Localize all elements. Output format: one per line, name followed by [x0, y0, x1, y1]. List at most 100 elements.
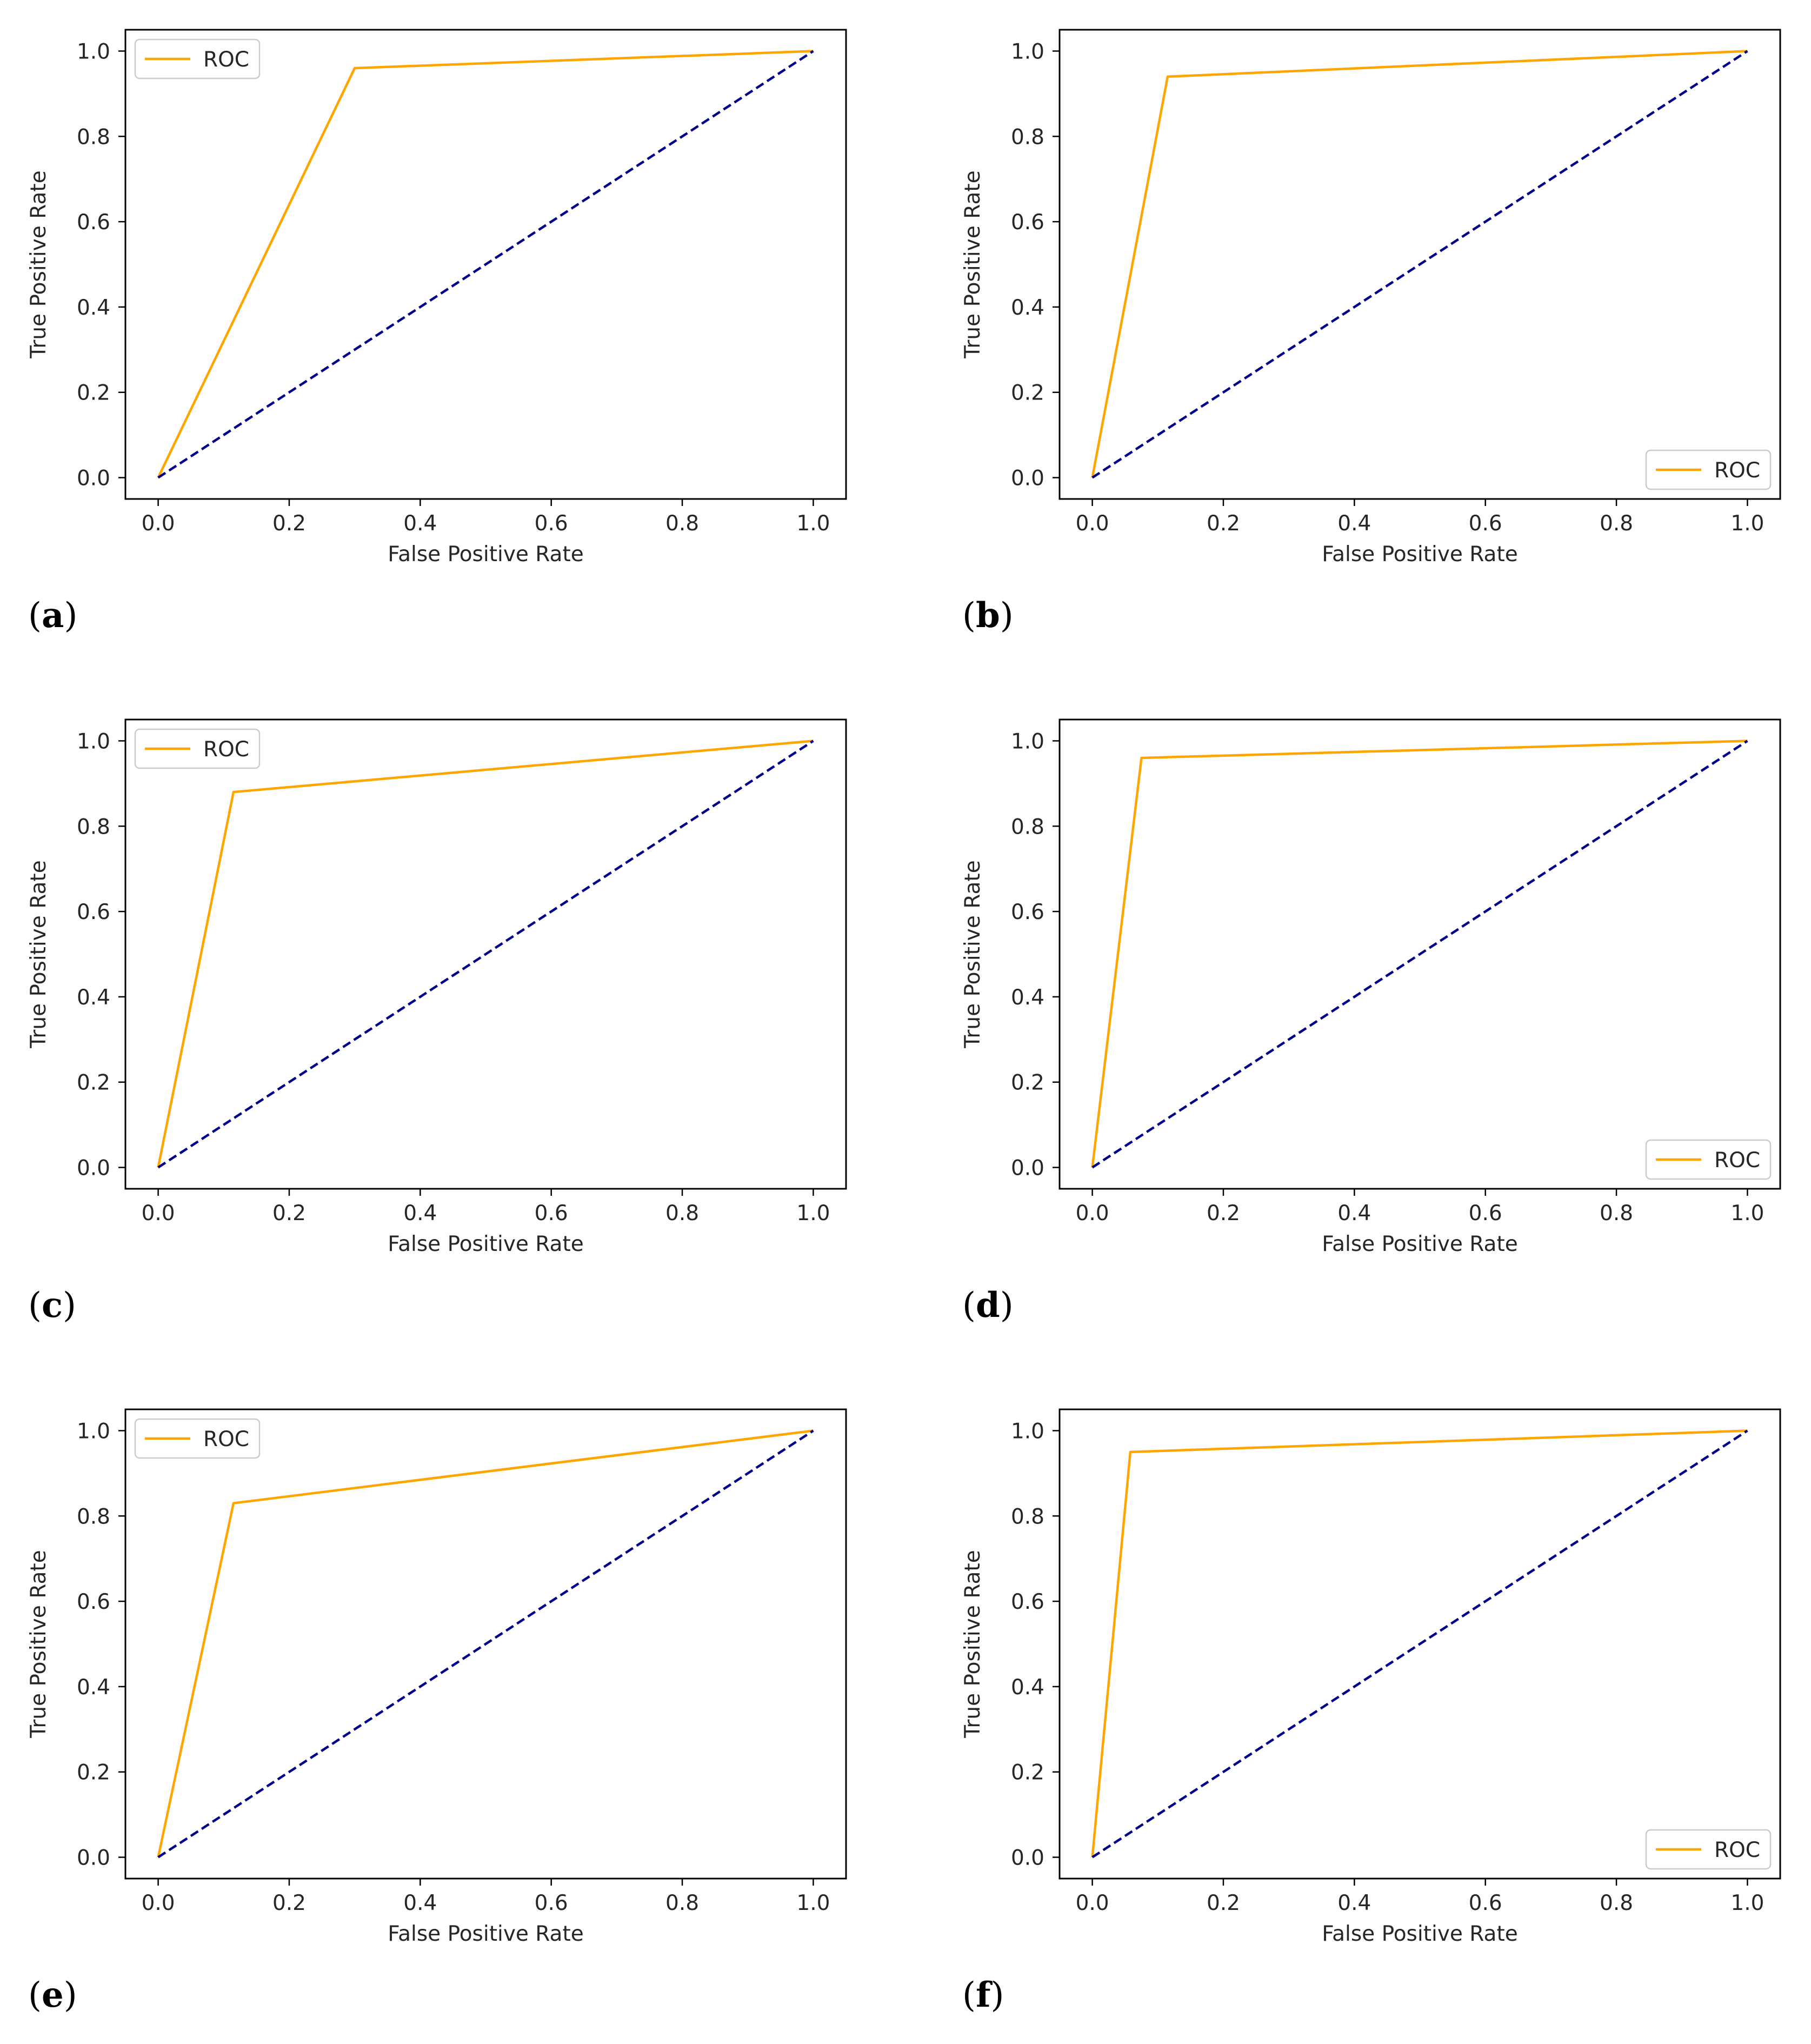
panel-b-y-tick-label: 0.0	[1011, 467, 1044, 491]
panel-a-axes-frame	[124, 29, 847, 500]
panel-b-y-tick-label: 1.0	[1011, 39, 1044, 64]
panel-d-y-tick-label: 0.4	[1011, 986, 1044, 1010]
panel-d-x-axis-label: False Positive Rate	[1322, 1232, 1517, 1256]
panel-b-roc-curve	[1091, 50, 1748, 478]
panel-e-x-tick-label: 0.0	[142, 1891, 175, 1915]
panel-d-legend-box	[1645, 1139, 1772, 1180]
panel-e-x-axis-label: False Positive Rate	[388, 1922, 583, 1946]
panel-d-x-tick-label: 0.4	[1337, 1201, 1371, 1226]
panel-d-caption: (d)	[962, 1285, 1014, 1326]
panel-c-y-tick-label: 1.0	[77, 729, 110, 754]
panel-a-diagonal-reference-line	[157, 50, 814, 479]
panel-c-y-axis-label: True Positive Rate	[26, 860, 51, 1048]
panel-d-x-tick-label: 0.0	[1076, 1201, 1109, 1226]
panel-c-axes-frame	[124, 718, 847, 1190]
panel-c-x-tick-label: 0.0	[142, 1201, 175, 1226]
panel-c-legend-box	[134, 728, 261, 769]
panel-c: 0.0 0.2 0.4 0.6 0.8 1.0 0.0 0.2 0.4 0.6 0.8 1.0 Fals…	[26, 718, 847, 1326]
panel-e-x-tick-label: 0.8	[665, 1891, 699, 1915]
panel-c-caption: (c)	[28, 1285, 76, 1326]
panel-c-diagonal-reference-line	[157, 740, 814, 1169]
panel-c-legend: ROC	[134, 728, 261, 769]
panel-a-x-tick-label: 0.8	[665, 511, 699, 536]
panel-b-axes-frame	[1058, 29, 1781, 500]
panel-f-x-axis-label: False Positive Rate	[1322, 1922, 1517, 1946]
panel-e: 0.0 0.2 0.4 0.6 0.8 1.0 0.0 0.2 0.4 0.6 0.8 1.0 Fals…	[26, 1408, 847, 2015]
panel-a-y-tick-label: 0.4	[77, 296, 110, 320]
panel-b-y-tick-label: 0.4	[1011, 296, 1044, 320]
panel-e-x-tick-label: 0.2	[272, 1891, 306, 1915]
panel-a-x-tick-label: 0.2	[272, 511, 306, 536]
panel-f-x-tick-label: 0.8	[1600, 1891, 1633, 1915]
panel-e-legend-box	[134, 1418, 261, 1459]
panel-a-legend: ROC	[134, 38, 261, 79]
panel-f-x-tick-label: 0.2	[1207, 1891, 1240, 1915]
panel-f-y-tick-label: 0.6	[1011, 1590, 1044, 1614]
panel-c-y-tick-label: 0.6	[77, 900, 110, 924]
panel-f-legend-label: ROC	[1714, 1838, 1760, 1862]
panel-e-y-tick-label: 0.2	[77, 1761, 110, 1785]
panel-b-x-tick-label: 0.0	[1076, 511, 1109, 536]
panel-d-roc-curve	[1091, 740, 1748, 1168]
panel-d-diagonal-reference-line	[1091, 740, 1748, 1169]
panel-a: 0.0 0.2 0.4 0.6 0.8 1.0 0.0 0.2 0.4 0.6 0.8 1.0 Fals…	[26, 29, 847, 636]
panel-f-axes-frame	[1058, 1408, 1781, 1880]
panel-b-x-axis-label: False Positive Rate	[1322, 542, 1517, 567]
panel-c-x-axis-label: False Positive Rate	[388, 1232, 583, 1256]
panel-a-x-tick-label: 0.0	[142, 511, 175, 536]
panel-d-y-tick-label: 0.6	[1011, 900, 1044, 924]
panel-b-y-axis-label: True Positive Rate	[961, 170, 985, 358]
panel-c-roc-curve	[157, 740, 814, 1168]
panel-a-x-tick-label: 0.6	[535, 511, 568, 536]
panel-a-x-tick-label: 1.0	[796, 511, 830, 536]
panel-e-y-tick-label: 0.8	[77, 1504, 110, 1529]
panel-d: 0.0 0.2 0.4 0.6 0.8 1.0 0.0 0.2 0.4 0.6 0.8 1.0 Fals…	[961, 718, 1781, 1326]
panel-d-y-tick-label: 1.0	[1011, 729, 1044, 754]
panel-a-y-tick-label: 0.6	[77, 210, 110, 235]
panel-b-legend-box	[1645, 449, 1772, 490]
panel-e-x-tick-label: 1.0	[796, 1891, 830, 1915]
panel-d-x-tick-label: 1.0	[1730, 1201, 1764, 1226]
panel-e-axes-frame	[124, 1408, 847, 1880]
panel-f-caption: (f)	[962, 1975, 1004, 2015]
panel-b-legend: ROC	[1645, 449, 1772, 490]
panel-b: 0.0 0.2 0.4 0.6 0.8 1.0 0.0 0.2 0.4 0.6 0.8 1.0 Fals…	[961, 29, 1781, 636]
panel-b-x-tick-label: 0.6	[1469, 511, 1502, 536]
panel-f-legend-box	[1645, 1829, 1772, 1870]
panel-c-x-tick-label: 0.4	[403, 1201, 437, 1226]
panel-f-x-tick-label: 1.0	[1730, 1891, 1764, 1915]
panel-b-x-tick-label: 1.0	[1730, 511, 1764, 536]
panel-f-x-tick-label: 0.4	[1337, 1891, 1371, 1915]
panel-e-y-axis-label: True Positive Rate	[26, 1550, 51, 1738]
panel-f-y-tick-label: 0.4	[1011, 1675, 1044, 1700]
panel-a-y-tick-label: 0.0	[77, 467, 110, 491]
panel-f-y-axis-label: True Positive Rate	[961, 1550, 985, 1738]
panel-c-x-tick-label: 0.8	[665, 1201, 699, 1226]
panel-d-x-tick-label: 0.8	[1600, 1201, 1633, 1226]
panel-d-y-tick-label: 0.2	[1011, 1071, 1044, 1095]
panel-c-y-tick-label: 0.4	[77, 986, 110, 1010]
panel-e-diagonal-reference-line	[157, 1429, 814, 1859]
panel-f-x-tick-label: 0.6	[1469, 1891, 1502, 1915]
panel-e-legend-label: ROC	[203, 1427, 249, 1452]
panel-d-x-tick-label: 0.2	[1207, 1201, 1240, 1226]
panel-e-caption: (e)	[28, 1975, 77, 2015]
panel-e-roc-curve	[157, 1429, 814, 1857]
panel-f-x-tick-label: 0.0	[1076, 1891, 1109, 1915]
panel-e-x-tick-label: 0.4	[403, 1891, 437, 1915]
panel-e-y-tick-label: 0.0	[77, 1846, 110, 1870]
panel-b-y-tick-label: 0.2	[1011, 381, 1044, 405]
panel-d-legend-label: ROC	[1714, 1148, 1760, 1173]
panel-c-y-tick-label: 0.8	[77, 815, 110, 839]
panel-b-legend-label: ROC	[1714, 458, 1760, 483]
panel-a-y-axis-label: True Positive Rate	[26, 170, 51, 358]
panel-c-y-tick-label: 0.0	[77, 1156, 110, 1181]
panel-a-legend-label: ROC	[203, 48, 249, 72]
panel-f-y-tick-label: 0.8	[1011, 1504, 1044, 1529]
panel-e-legend: ROC	[134, 1418, 261, 1459]
panel-f-diagonal-reference-line	[1091, 1429, 1748, 1859]
panel-b-y-tick-label: 0.6	[1011, 210, 1044, 235]
panel-b-diagonal-reference-line	[1091, 50, 1748, 479]
panel-a-y-tick-label: 0.8	[77, 125, 110, 149]
panel-e-y-tick-label: 0.4	[77, 1675, 110, 1700]
